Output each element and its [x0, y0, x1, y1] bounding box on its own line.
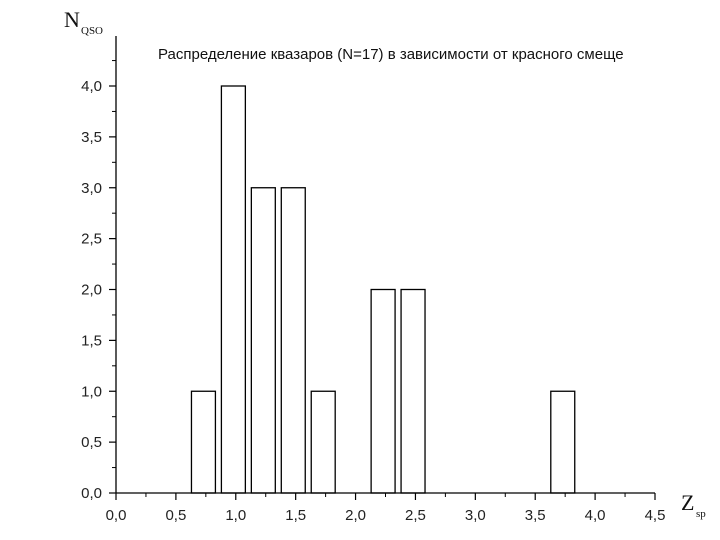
histogram-bar-1 — [220, 85, 247, 494]
y-axis-title-sub: QSO — [81, 25, 103, 37]
x-tick-label: 0,0 — [106, 507, 127, 524]
x-tick-label: 0,5 — [165, 507, 186, 524]
y-tick-label: 1,5 — [81, 332, 102, 349]
y-axis-title-main: N — [64, 7, 80, 32]
x-tick-label: 3,0 — [465, 507, 486, 524]
y-tick-label: 4,0 — [81, 78, 102, 95]
histogram-bar-6 — [400, 288, 426, 494]
histogram-bar-2 — [250, 187, 276, 494]
histogram-bar-0 — [190, 390, 217, 494]
x-tick-label: 2,5 — [405, 507, 426, 524]
y-axis-title: N QSO — [64, 7, 103, 37]
histogram-bar-7 — [550, 390, 576, 494]
x-axis-title-sub: sp — [696, 508, 706, 520]
plot-area: 0,0 0,5 1,0 1,5 2,0 2,5 3,0 3,5 4,0 0,0 0,5 1,0 1,5 2… — [81, 36, 665, 524]
x-tick-label: 2,0 — [345, 507, 366, 524]
x-axis-title-main: Z — [681, 490, 694, 515]
y-tick-label: 2,0 — [81, 282, 102, 299]
x-axis-title: Z sp — [681, 490, 706, 520]
histogram-bar-3 — [280, 187, 306, 494]
x-tick-label: 3,5 — [525, 507, 546, 524]
x-tick-label: 1,0 — [225, 507, 246, 524]
x-tick-label: 4,5 — [645, 507, 666, 524]
y-tick-label: 1,0 — [81, 383, 102, 400]
y-tick-label: 0,0 — [81, 485, 102, 502]
y-tick-label: 3,5 — [81, 129, 102, 146]
x-tick-label: 4,0 — [585, 507, 606, 524]
histogram-bar-4 — [310, 390, 336, 494]
x-tick-label: 1,5 — [285, 507, 306, 524]
y-tick-label: 0,5 — [81, 434, 102, 451]
histogram-bar-5 — [370, 288, 396, 494]
chart-title: Распределение квазаров (N=17) в зависимо… — [158, 46, 624, 63]
y-tick-label: 3,0 — [81, 180, 102, 197]
y-tick-label: 2,5 — [81, 231, 102, 248]
